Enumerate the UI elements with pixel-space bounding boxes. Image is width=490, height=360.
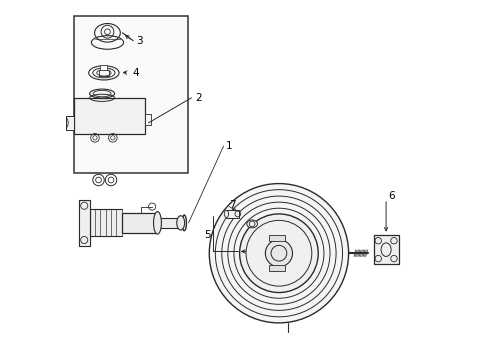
Text: 4: 4 <box>132 68 139 78</box>
Bar <box>74 16 188 173</box>
Text: 5: 5 <box>204 230 211 240</box>
Ellipse shape <box>247 220 258 228</box>
Circle shape <box>266 240 293 267</box>
Bar <box>100 65 107 69</box>
Bar <box>79 200 90 246</box>
Bar <box>74 98 145 134</box>
Bar <box>373 235 398 264</box>
Bar <box>66 116 74 130</box>
Bar <box>270 265 285 271</box>
Text: 2: 2 <box>195 93 201 103</box>
Polygon shape <box>122 213 157 233</box>
Ellipse shape <box>153 212 161 234</box>
Text: 3: 3 <box>136 36 143 46</box>
Circle shape <box>209 184 348 323</box>
Bar <box>145 114 151 125</box>
Ellipse shape <box>224 210 228 217</box>
Bar <box>226 210 239 217</box>
Bar <box>157 217 181 228</box>
Polygon shape <box>90 209 122 237</box>
Text: 6: 6 <box>388 191 395 201</box>
Bar <box>122 213 157 233</box>
Text: 1: 1 <box>225 141 232 151</box>
Ellipse shape <box>177 216 185 230</box>
Text: 7: 7 <box>229 200 236 210</box>
Polygon shape <box>79 200 90 246</box>
Circle shape <box>240 214 318 293</box>
Bar <box>270 235 285 241</box>
Ellipse shape <box>90 89 115 98</box>
Bar <box>99 69 109 76</box>
